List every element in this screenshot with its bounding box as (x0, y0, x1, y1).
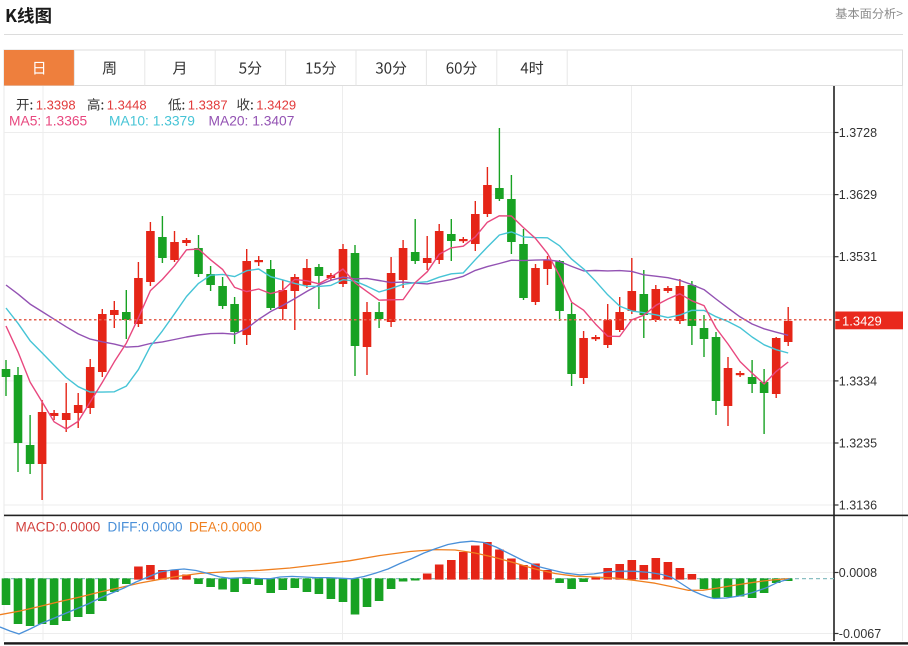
svg-text:1.3429: 1.3429 (256, 98, 296, 113)
svg-text:DEA:0.0000: DEA:0.0000 (189, 520, 262, 535)
svg-text:MACD:0.0000: MACD:0.0000 (16, 520, 101, 535)
svg-text:1.3429: 1.3429 (842, 314, 882, 329)
svg-text:1.3136: 1.3136 (839, 498, 877, 512)
svg-text:1.3629: 1.3629 (839, 188, 877, 202)
svg-text:0.0008: 0.0008 (839, 566, 877, 580)
svg-text:MA20: 1.3407: MA20: 1.3407 (209, 114, 295, 129)
svg-text:1.3387: 1.3387 (188, 98, 228, 113)
svg-text:1.3531: 1.3531 (839, 250, 877, 264)
svg-text:-0.0067: -0.0067 (839, 627, 881, 641)
svg-text:1.3235: 1.3235 (839, 436, 877, 450)
svg-text:MA5: 1.3365: MA5: 1.3365 (9, 114, 88, 129)
svg-text:DIFF:0.0000: DIFF:0.0000 (108, 520, 183, 535)
svg-text:1.3398: 1.3398 (36, 98, 76, 113)
svg-text:1.3448: 1.3448 (107, 98, 147, 113)
svg-text:1.3728: 1.3728 (839, 126, 877, 140)
svg-text:1.3334: 1.3334 (839, 374, 877, 388)
svg-text:MA10: 1.3379: MA10: 1.3379 (109, 114, 195, 129)
